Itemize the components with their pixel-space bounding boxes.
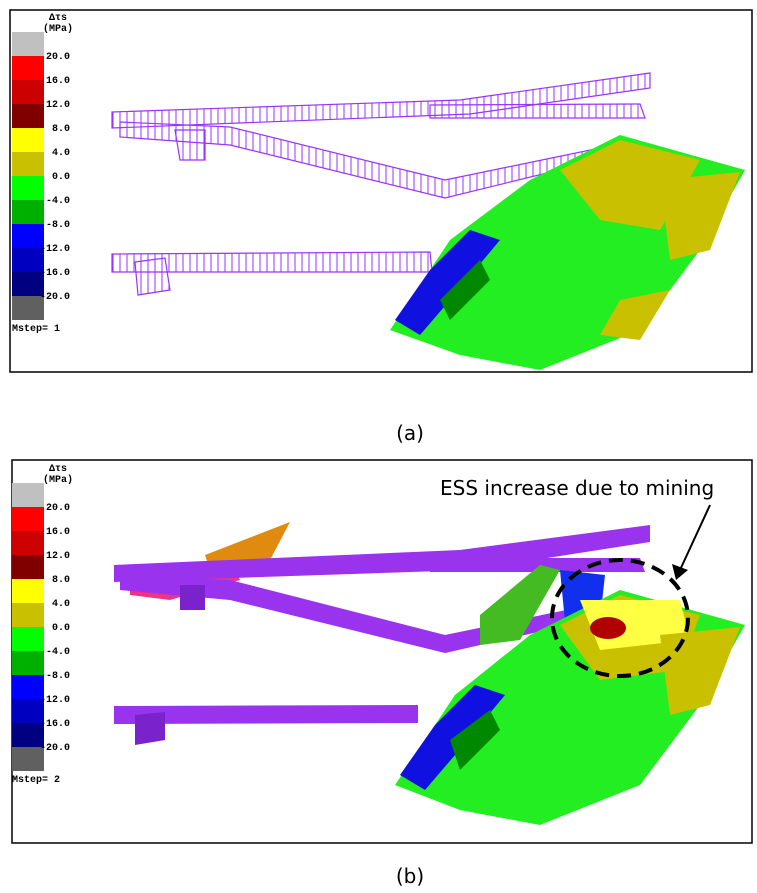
legend-swatch [12, 627, 44, 651]
legend-swatch [12, 80, 44, 104]
legend-swatch [12, 555, 44, 579]
legend-unit: (MPa) [43, 474, 73, 486]
legend-label: -20.0 [40, 292, 70, 303]
figure: (a) ESS increase due to mining (b) Δτs(M… [0, 0, 757, 893]
legend-label: -16.0 [40, 268, 70, 279]
legend-label: 16.0 [46, 76, 70, 87]
legend-label: 20.0 [46, 503, 70, 514]
legend-swatch [12, 603, 44, 627]
legend-label: 12.0 [46, 551, 70, 562]
legend-swatch [12, 152, 44, 176]
legend-swatch [12, 104, 44, 128]
legend-label: 4.0 [52, 599, 70, 610]
legend-unit: (MPa) [43, 23, 73, 35]
legend-label: -20.0 [40, 743, 70, 754]
legend-swatch [12, 507, 44, 531]
mstep-label: Mstep= 2 [12, 775, 60, 786]
legend-label: 4.0 [52, 148, 70, 159]
legend-swatch [12, 128, 44, 152]
legend-swatch [12, 579, 44, 603]
mstep-label: Mstep= 1 [12, 324, 60, 335]
panel-b: ESS increase due to mining [12, 460, 752, 843]
caption: (a) [396, 421, 424, 445]
legend-label: -8.0 [46, 671, 70, 682]
legend-swatch [12, 200, 44, 224]
legend-label: -12.0 [40, 244, 70, 255]
legend-label: 8.0 [52, 575, 70, 586]
legend-label: 12.0 [46, 100, 70, 111]
legend-swatch [12, 56, 44, 80]
panel-a [10, 10, 752, 372]
annotation: ESS increase due to mining [440, 476, 714, 500]
legend-label: -16.0 [40, 719, 70, 730]
legend-swatch [12, 176, 44, 200]
legend-label: 0.0 [52, 623, 70, 634]
legend-swatch [12, 483, 44, 507]
legend-label: -12.0 [40, 695, 70, 706]
legend-title: Δτs [49, 13, 67, 24]
legend-label: 8.0 [52, 124, 70, 135]
legend-title: Δτs [49, 464, 67, 475]
legend-label: -4.0 [46, 647, 70, 658]
caption: (b) [396, 864, 424, 888]
legend-swatch [12, 32, 44, 56]
legend-label: 20.0 [46, 52, 70, 63]
legend-label: 16.0 [46, 527, 70, 538]
legend-label: -4.0 [46, 196, 70, 207]
legend-swatch [12, 531, 44, 555]
legend-label: -8.0 [46, 220, 70, 231]
legend-label: 0.0 [52, 172, 70, 183]
legend-swatch [12, 651, 44, 675]
